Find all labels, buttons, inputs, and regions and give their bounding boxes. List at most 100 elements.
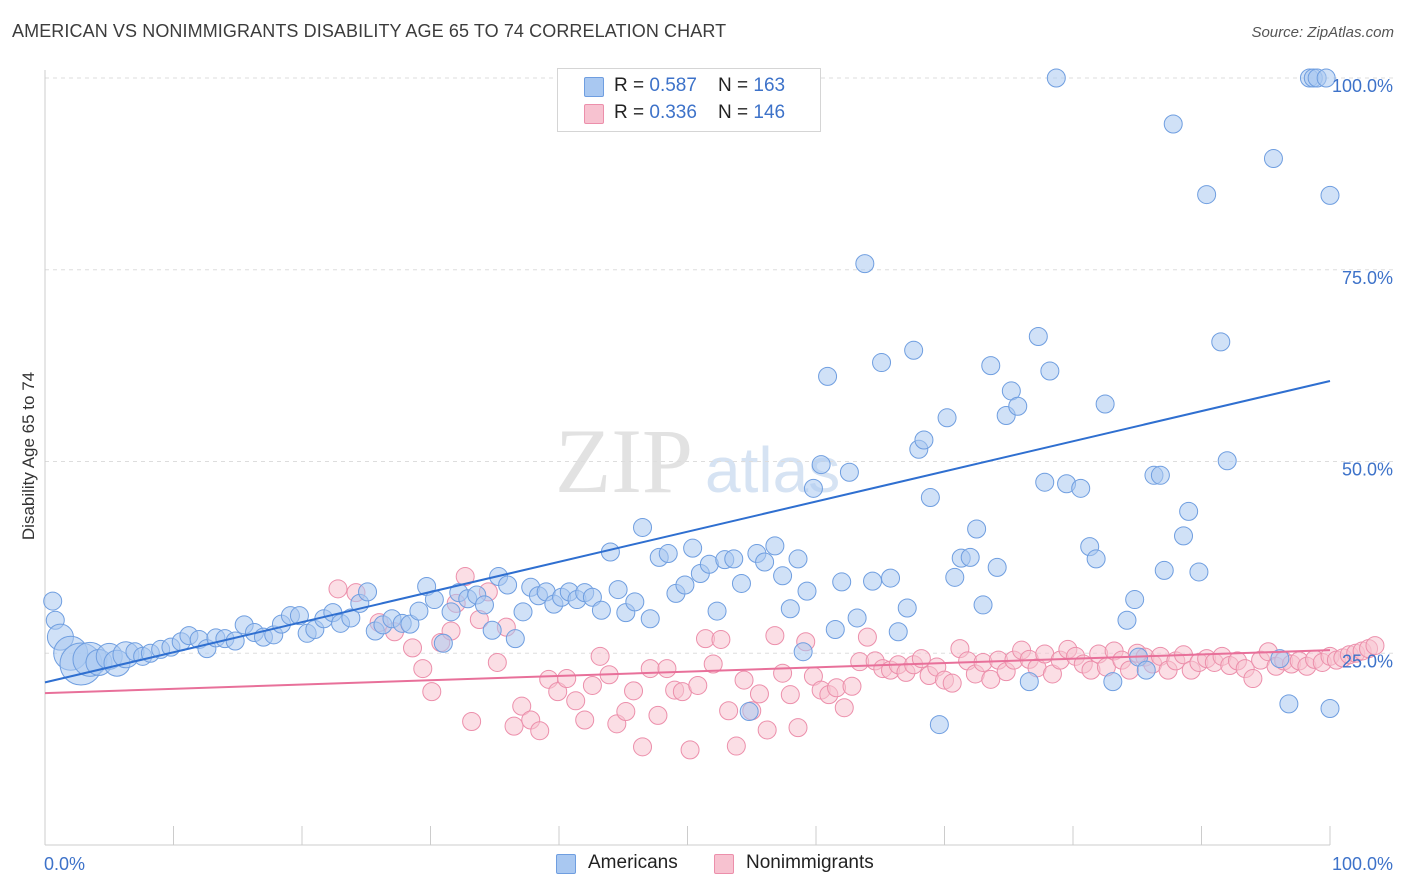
american-point — [920, 488, 940, 508]
american-point — [1179, 501, 1199, 521]
american-point — [960, 547, 980, 567]
nonimmigrant-point — [780, 685, 800, 705]
american-point — [1279, 694, 1299, 714]
trend-lines — [44, 379, 1331, 695]
y-tick-label: 100.0% — [1332, 76, 1393, 96]
american-point — [904, 340, 924, 360]
nonimmigrant-point — [765, 626, 785, 646]
americans-r-label: R = — [614, 75, 650, 96]
american-point — [1136, 660, 1156, 680]
nonimmigrant-point — [616, 702, 636, 722]
bottom-americans-label: Americans — [588, 852, 678, 873]
american-point — [1019, 672, 1039, 692]
american-point — [929, 715, 949, 735]
american-point — [855, 254, 875, 274]
nonimmigrants-trend-line — [44, 649, 1331, 695]
nonimmigrant-point — [1243, 669, 1263, 689]
nonimmigrant-point — [757, 720, 777, 740]
american-point — [409, 601, 429, 621]
american-point — [818, 366, 838, 386]
nonimmigrant-point — [403, 638, 423, 658]
nonimmigrant-point — [422, 682, 442, 702]
american-point — [724, 549, 744, 569]
american-point — [400, 614, 420, 634]
nonimmigrant-point — [648, 705, 668, 725]
american-point — [1046, 68, 1066, 88]
americans-r-value: 0.587 — [649, 75, 697, 96]
correlation-legend: R = 0.587 N = 163 R = 0.336 N = 146 — [557, 68, 821, 132]
american-point — [1103, 672, 1123, 692]
bottom-nonimmigrants-swatch — [714, 854, 734, 874]
bottom-americans-swatch — [556, 854, 576, 874]
nonimmigrant-point — [726, 736, 746, 756]
american-point — [881, 568, 901, 588]
american-point — [505, 629, 525, 649]
nonimmigrant-point — [942, 673, 962, 693]
american-point — [811, 455, 831, 475]
american-point — [863, 571, 883, 591]
nonimmigrant-point — [455, 567, 475, 587]
american-point — [707, 601, 727, 621]
y-tick-label: 50.0% — [1342, 460, 1393, 480]
nonimmigrant-point — [640, 659, 660, 679]
american-point — [765, 536, 785, 556]
x-tick-label: 0.0% — [44, 854, 85, 874]
american-point — [1320, 698, 1340, 718]
american-point — [825, 619, 845, 639]
american-point — [1095, 394, 1115, 414]
american-point — [1150, 465, 1170, 485]
american-point — [1035, 472, 1055, 492]
nonimmigrant-point — [462, 712, 482, 732]
american-point — [358, 582, 378, 602]
american-point — [633, 517, 653, 537]
american-point — [1040, 361, 1060, 381]
nonimmigrant-point — [834, 698, 854, 718]
american-point — [937, 408, 957, 428]
american-point — [731, 573, 751, 593]
nonimmigrant-point — [512, 696, 532, 716]
american-point — [43, 591, 63, 611]
american-point — [987, 557, 1007, 577]
nonimmigrant-point — [688, 675, 708, 695]
american-point — [225, 631, 245, 651]
american-point — [945, 567, 965, 587]
nonimmigrant-point — [1081, 660, 1101, 680]
nonimmigrant-point — [590, 646, 610, 666]
nonimmigrant-point — [328, 579, 348, 599]
american-point — [1217, 451, 1237, 471]
american-point — [1174, 526, 1194, 546]
american-point — [513, 602, 533, 622]
american-point — [888, 622, 908, 642]
nonimmigrants-n-label: N = — [718, 102, 754, 123]
american-point — [1008, 396, 1028, 416]
axes — [44, 70, 1331, 846]
nonimmigrant-point — [842, 676, 862, 696]
bottom-nonimmigrants-label: Nonimmigrants — [746, 852, 874, 873]
american-point — [341, 608, 361, 628]
american-point — [482, 620, 502, 640]
american-point — [498, 575, 518, 595]
american-point — [1263, 149, 1283, 169]
y-tick-label: 75.0% — [1342, 268, 1393, 288]
americans-n-label: N = — [718, 75, 754, 96]
americans-swatch — [584, 77, 604, 97]
american-point — [640, 609, 660, 629]
nonimmigrants-n-value: 146 — [753, 102, 786, 123]
american-point — [658, 544, 678, 564]
nonimmigrant-point — [487, 652, 507, 672]
nonimmigrant-point — [857, 627, 877, 647]
american-point — [1117, 610, 1137, 630]
nonimmigrants-r-label: R = — [614, 102, 650, 123]
nonimmigrant-point — [773, 663, 793, 683]
nonimmigrant-point — [657, 659, 677, 679]
nonimmigrant-point — [530, 721, 550, 741]
nonimmigrant-point — [719, 701, 739, 721]
american-point — [1086, 549, 1106, 569]
tick-labels: 25.0% 50.0% 75.0% 100.0% 0.0% 100.0% — [44, 76, 1393, 874]
americans-points — [43, 68, 1340, 735]
american-point — [1189, 562, 1209, 582]
american-point — [914, 430, 934, 450]
american-point — [591, 600, 611, 620]
american-point — [839, 462, 859, 482]
